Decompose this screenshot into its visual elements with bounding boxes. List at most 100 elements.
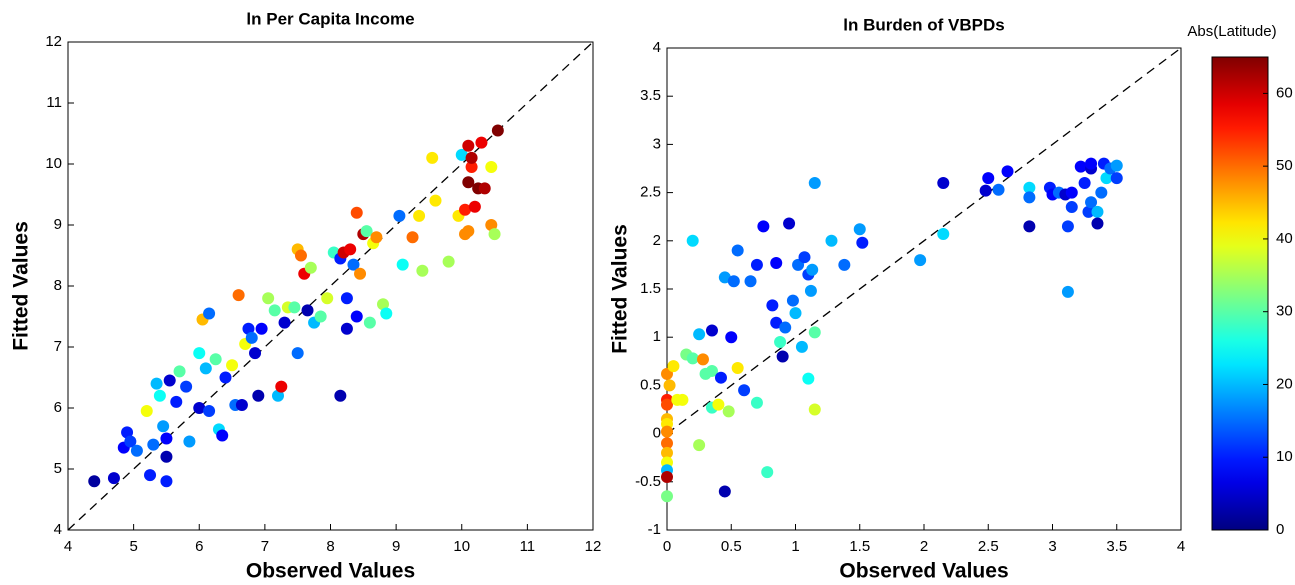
y-tick-label: -1	[648, 521, 661, 538]
point	[485, 219, 498, 231]
point	[667, 360, 680, 373]
x-tick-label: 3.5	[1106, 538, 1127, 555]
point	[462, 225, 475, 238]
x-axis-label: Observed Values	[839, 560, 1008, 583]
point	[465, 151, 478, 164]
point	[380, 307, 393, 320]
point	[344, 243, 357, 256]
x-tick-label: 3	[1048, 538, 1056, 555]
point	[705, 324, 718, 337]
point	[789, 307, 802, 320]
point	[442, 255, 455, 268]
point	[278, 316, 291, 329]
point	[1065, 201, 1078, 214]
point	[183, 435, 196, 448]
y-tick-label: 2	[653, 232, 661, 249]
point	[825, 234, 838, 247]
y-tick-label: 12	[45, 33, 62, 50]
point	[738, 384, 751, 397]
point	[140, 405, 153, 418]
point	[808, 176, 821, 189]
colorbar-tick-label: 50	[1276, 157, 1293, 174]
point	[350, 206, 363, 219]
point	[465, 161, 478, 174]
point	[779, 321, 792, 334]
point	[1091, 217, 1104, 230]
y-tick-label: 3.5	[640, 87, 661, 104]
point	[153, 389, 166, 402]
y-axis-label: Fitted Values	[10, 221, 33, 351]
point	[462, 139, 475, 152]
point	[718, 271, 731, 284]
point	[1023, 220, 1036, 233]
point	[992, 183, 1005, 196]
point	[914, 254, 927, 267]
point	[686, 352, 699, 365]
point	[180, 380, 193, 393]
point	[294, 249, 307, 262]
point	[786, 294, 799, 307]
point	[107, 472, 120, 485]
y-tick-label: 10	[45, 155, 62, 172]
y-tick-label: 1.5	[640, 280, 661, 297]
point	[272, 389, 284, 402]
point	[426, 151, 439, 164]
point	[354, 267, 367, 280]
point	[291, 347, 304, 360]
x-tick-label: 11	[520, 538, 536, 555]
point	[686, 234, 699, 247]
point	[144, 469, 157, 482]
x-tick-label: 2	[920, 538, 928, 555]
point	[804, 284, 817, 297]
y-tick-label: 3	[653, 135, 661, 152]
point	[219, 371, 232, 384]
point	[252, 389, 265, 402]
point	[193, 402, 206, 414]
x-tick-label: 2.5	[978, 538, 999, 555]
point	[1078, 176, 1091, 189]
y-tick-label: 11	[46, 94, 62, 111]
point	[1110, 172, 1123, 185]
point	[147, 438, 160, 451]
chart-title: ln Per Capita Income	[246, 9, 414, 28]
point	[770, 316, 783, 329]
point	[340, 292, 353, 305]
x-tick-label: 12	[585, 538, 602, 555]
x-tick-label: 9	[392, 538, 400, 555]
x-tick-label: 1.5	[849, 538, 870, 555]
point	[1061, 220, 1074, 233]
point	[314, 310, 327, 323]
point	[802, 372, 815, 385]
colorbar-tick-label: 10	[1276, 448, 1293, 465]
point	[661, 490, 673, 503]
point	[88, 475, 101, 488]
point	[757, 220, 770, 233]
point	[1110, 159, 1123, 172]
point	[761, 466, 774, 479]
point	[429, 194, 442, 207]
point	[937, 176, 950, 189]
point	[853, 223, 866, 236]
point	[663, 379, 676, 392]
point	[1082, 205, 1095, 218]
point	[360, 225, 373, 238]
point	[1065, 186, 1078, 199]
point	[1091, 205, 1104, 218]
point	[1085, 196, 1098, 209]
point	[304, 261, 317, 274]
point	[750, 258, 763, 271]
point	[209, 353, 222, 366]
point	[245, 331, 258, 344]
chart-title: ln Burden of VBPDs	[843, 15, 1005, 34]
point	[776, 350, 789, 363]
y-axis-label: Fitted Values	[609, 224, 632, 354]
point	[242, 322, 255, 335]
point	[468, 200, 481, 213]
point	[798, 251, 811, 264]
point	[722, 405, 735, 418]
colorbar-tick-label: 0	[1276, 521, 1284, 538]
point	[725, 331, 738, 344]
point	[808, 326, 821, 339]
point	[744, 275, 757, 288]
